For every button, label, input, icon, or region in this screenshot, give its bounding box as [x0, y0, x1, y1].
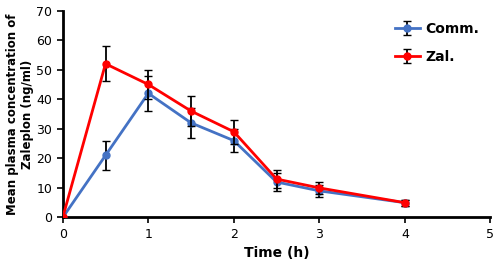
- X-axis label: Time (h): Time (h): [244, 246, 310, 260]
- Y-axis label: Mean plasma concentration of
Zaleplon (ng/ml): Mean plasma concentration of Zaleplon (n…: [6, 13, 34, 215]
- Legend: Comm., Zal.: Comm., Zal.: [390, 18, 484, 68]
